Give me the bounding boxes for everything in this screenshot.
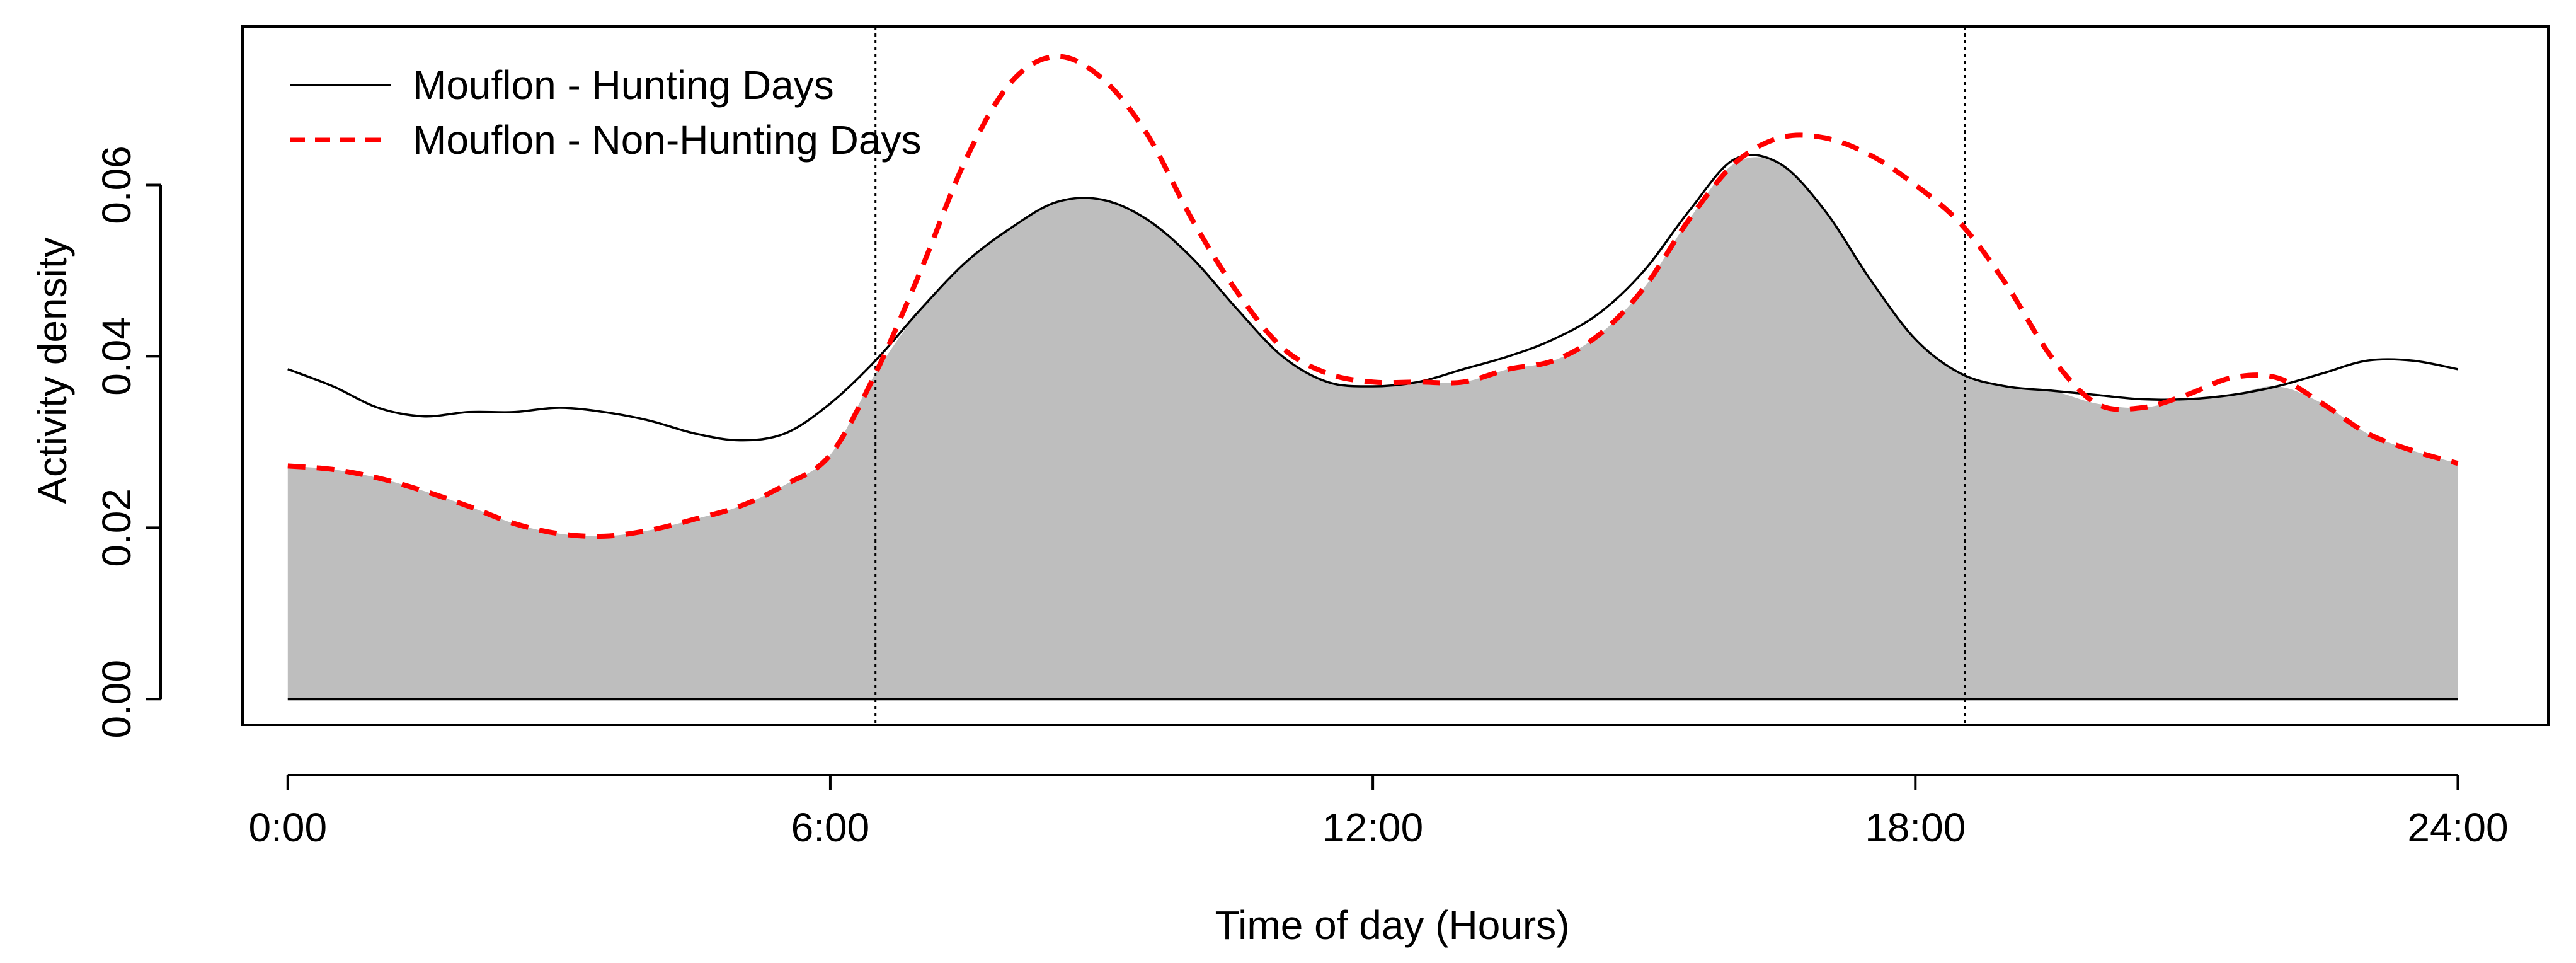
x-tick-label-1: 6:00 (791, 805, 870, 850)
axes-layer: 0:00 6:00 12:00 18:00 24:00 0.00 0.02 0.04 0.06 (94, 146, 2509, 850)
x-axis-label: Time of day (Hours) (1215, 902, 1569, 948)
series-line-hunting-days (287, 154, 2458, 442)
x-tick-label-2: 12:00 (1322, 805, 1423, 850)
y-axis-label: Activity density (30, 237, 75, 504)
series-layer (287, 54, 2459, 539)
y-tick-label-2: 0.04 (94, 317, 139, 396)
legend: Mouflon - Hunting Days Mouflon - Non-Hun… (290, 62, 921, 163)
legend-label-hunting: Mouflon - Hunting Days (413, 62, 834, 108)
series-line-non-hunting-days (287, 54, 2459, 539)
y-tick-label-1: 0.02 (94, 488, 139, 567)
overlap-area (287, 157, 2458, 700)
overlap-area-layer (287, 157, 2458, 701)
plot-frame (241, 25, 2550, 726)
x-tick-label-4: 24:00 (2407, 805, 2508, 850)
x-tick-label-3: 18:00 (1865, 805, 1966, 850)
y-tick-label-3: 0.06 (94, 146, 139, 224)
x-tick-label-0: 0:00 (248, 805, 327, 850)
y-tick-label-0: 0.00 (94, 660, 139, 739)
legend-label-nonhunting: Mouflon - Non-Hunting Days (413, 117, 921, 163)
